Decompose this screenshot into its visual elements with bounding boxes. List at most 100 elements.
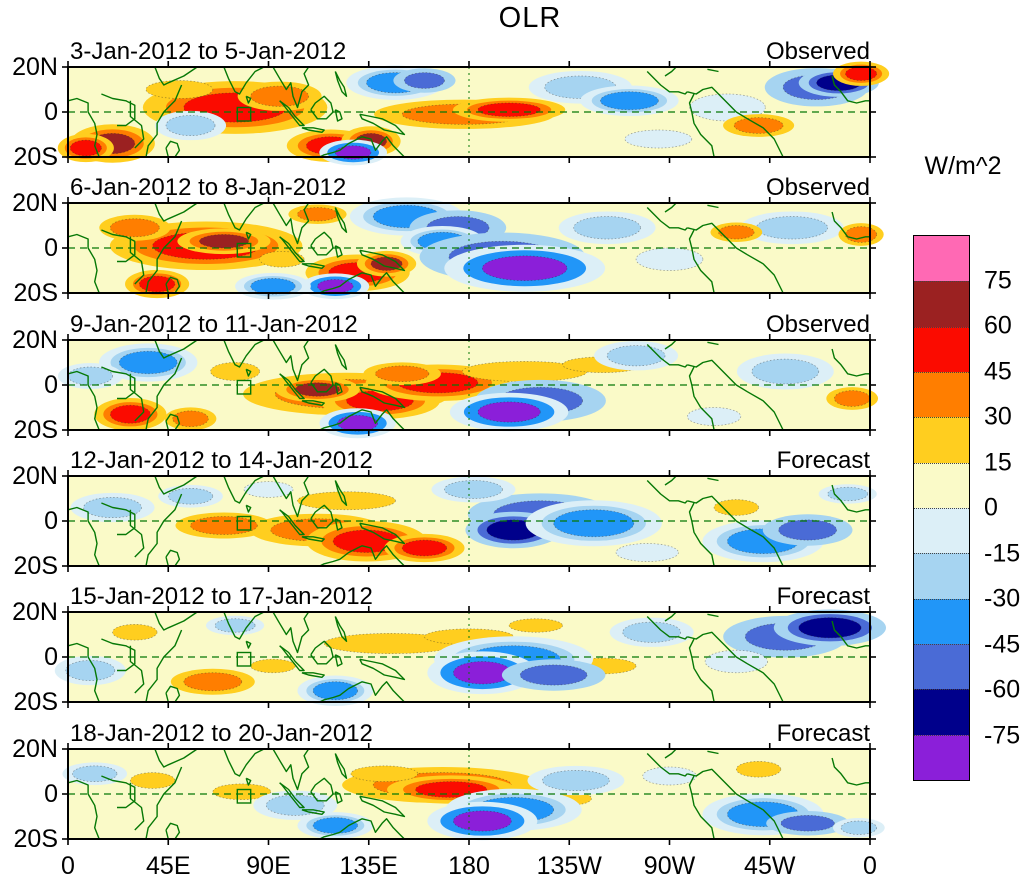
colorbar-segment <box>914 643 969 690</box>
coastline <box>145 84 183 158</box>
coastline <box>129 782 145 831</box>
region-box <box>236 788 252 804</box>
coastline <box>310 95 334 120</box>
coastline <box>301 400 325 406</box>
coastline <box>272 611 310 654</box>
colorbar-segment <box>914 371 969 418</box>
colorbar-segment <box>914 462 969 508</box>
coastline <box>223 202 265 231</box>
colorbar-tick-label: 60 <box>984 311 1012 340</box>
coastline <box>334 207 348 233</box>
coastline <box>334 480 348 506</box>
coastline <box>688 502 715 567</box>
coastline <box>129 236 145 285</box>
colorbar <box>913 235 970 781</box>
colorbar-segment <box>914 598 969 644</box>
panel-map <box>54 606 887 708</box>
coastline <box>359 113 406 136</box>
colorbar-segment <box>914 326 969 372</box>
coastline <box>154 611 198 631</box>
panel-map <box>62 197 884 300</box>
panel-map <box>57 334 879 439</box>
coastline <box>145 220 183 294</box>
coastline <box>154 66 198 86</box>
region-box <box>236 379 252 395</box>
coastline <box>831 75 870 104</box>
coastline <box>67 97 100 158</box>
coastline <box>646 753 688 777</box>
y-tick-label: 20S <box>13 688 58 716</box>
x-tick-label: 180 <box>448 852 490 880</box>
y-tick-label: 0 <box>44 371 58 399</box>
coastline <box>279 100 305 127</box>
region-box <box>236 242 252 258</box>
colorbar-tick-label: 75 <box>984 266 1012 294</box>
coastline <box>687 86 784 158</box>
coastline <box>154 475 198 495</box>
coastline <box>646 207 688 231</box>
panel-date-label: 18-Jan-2012 to 20-Jan-2012 <box>70 720 373 747</box>
coastline <box>101 775 136 809</box>
coastline <box>319 136 405 158</box>
coastline <box>334 518 343 531</box>
y-tick-label: 0 <box>44 643 58 671</box>
coastline <box>688 775 715 840</box>
colorbar-segment <box>914 507 969 554</box>
x-tick-label: 90W <box>643 852 696 880</box>
coastline <box>707 341 719 346</box>
coastline <box>687 359 784 431</box>
coastline <box>334 344 348 370</box>
colorbar-unit-label: W/m^2 <box>924 152 1002 180</box>
y-tick-label: 20N <box>12 326 58 354</box>
coastline <box>223 66 265 95</box>
panel-header: 18-Jan-2012 to 20-Jan-2012 Forecast <box>68 720 870 748</box>
coastline <box>245 368 252 377</box>
coastline <box>129 373 145 422</box>
coastline <box>707 204 719 209</box>
panel-header: 6-Jan-2012 to 8-Jan-2012 Observed <box>68 174 870 202</box>
coastline <box>664 611 677 622</box>
coastline <box>319 409 405 431</box>
y-tick-label: 0 <box>44 780 58 808</box>
colorbar-tick-label: -15 <box>984 539 1021 567</box>
x-tick-label: 0 <box>61 852 75 880</box>
colorbar-segment <box>914 417 969 463</box>
coastline <box>245 777 252 786</box>
y-tick-label: 20N <box>12 598 58 626</box>
coastline <box>223 611 265 640</box>
panel-type-label: Observed <box>765 174 870 201</box>
coastline <box>664 475 677 486</box>
coastline <box>145 357 183 431</box>
coastline <box>707 68 719 73</box>
panel-header: 9-Jan-2012 to 11-Jan-2012 Observed <box>68 311 870 339</box>
y-tick-label: 0 <box>44 507 58 535</box>
x-tick-label: 45W <box>744 852 796 880</box>
colorbar-tick-label: 45 <box>984 357 1012 385</box>
panel-date-label: 12-Jan-2012 to 14-Jan-2012 <box>70 447 373 474</box>
coastline <box>707 613 719 618</box>
coastline <box>831 757 870 786</box>
colorbar-tick-label: 30 <box>984 402 1012 431</box>
x-tick-label: 45E <box>146 852 191 880</box>
panel-type-label: Forecast <box>776 583 870 610</box>
coastline <box>101 638 136 672</box>
coastline <box>301 809 325 815</box>
coastline <box>223 475 265 504</box>
coastline <box>67 779 100 840</box>
coastline <box>279 782 305 809</box>
coastline <box>272 748 310 791</box>
coastline <box>301 672 325 678</box>
coastline <box>334 382 343 395</box>
coastline <box>334 791 343 804</box>
y-tick-label: 20S <box>13 552 58 580</box>
panel-date-label: 3-Jan-2012 to 5-Jan-2012 <box>70 38 347 65</box>
panel-map <box>62 743 885 845</box>
coastline <box>279 373 305 400</box>
coastline <box>245 95 252 104</box>
panel-date-label: 6-Jan-2012 to 8-Jan-2012 <box>70 174 347 201</box>
x-tick-label: 90E <box>246 852 291 880</box>
coastline <box>688 229 715 294</box>
panel-map <box>62 470 877 572</box>
colorbar-segment <box>914 281 969 327</box>
coastline <box>359 386 406 409</box>
